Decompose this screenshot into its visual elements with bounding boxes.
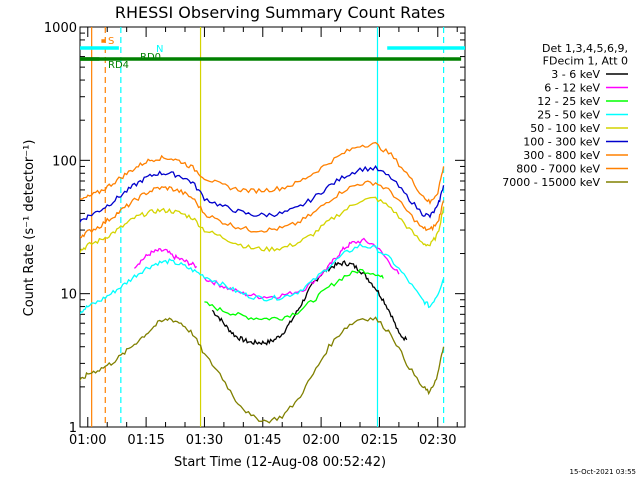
series-line [133, 247, 198, 269]
flag-label: RD0 [140, 52, 161, 63]
timestamp-label: 15-Oct-2021 03:55 [570, 468, 636, 476]
legend: Det 1,3,4,5,6,9,FDecim 1, Att 03 - 6 keV… [502, 42, 628, 189]
series-line [80, 316, 445, 424]
legend-entry-label: 300 - 800 keV [523, 149, 600, 162]
flag-label: RD4 [108, 60, 129, 71]
x-tick-label: 01:15 [127, 433, 164, 448]
plot-area: 1 10 100 1000 01:00 01:15 01:30 01:45 02:00 02:15… [44, 21, 466, 448]
x-tick-label: 02:15 [361, 433, 398, 448]
x-tick-label: 02:00 [302, 433, 339, 448]
legend-entry-label: 3 - 6 keV [551, 68, 600, 81]
series-line [80, 141, 445, 205]
x-tick-label: 02:30 [419, 433, 456, 448]
legend-entry-label: 800 - 7000 keV [516, 163, 600, 176]
y-tick-label: 100 [52, 154, 77, 169]
y-tick-label: 10 [60, 288, 77, 303]
series-line [80, 164, 445, 223]
legend-entry-label: 100 - 300 keV [523, 136, 600, 149]
legend-entry-label: 6 - 12 keV [544, 82, 600, 95]
legend-entry-label: 12 - 25 keV [537, 95, 600, 108]
legend-entry-label: 7000 - 15000 keV [502, 176, 600, 189]
series-line [80, 196, 445, 254]
y-tick-label: 1000 [44, 21, 77, 36]
series-line [204, 268, 384, 321]
flag-label: N [156, 44, 163, 55]
series-line [211, 260, 408, 346]
legend-header: FDecim 1, Att 0 [543, 55, 628, 68]
flag-label: S [108, 36, 114, 47]
y-axis-label: Count Rate (s⁻¹ detector⁻¹) [22, 140, 37, 317]
legend-header: Det 1,3,4,5,6,9, [542, 42, 628, 55]
x-tick-label: 01:00 [69, 433, 106, 448]
y-tick-label: 1 [69, 421, 77, 436]
legend-entry-label: 50 - 100 keV [530, 122, 600, 135]
series-line [80, 243, 445, 315]
x-tick-label: 01:30 [186, 433, 223, 448]
chart-title: RHESSI Observing Summary Count Rates [115, 3, 445, 22]
x-axis-label: Start Time (12-Aug-08 00:52:42) [174, 455, 386, 470]
plot-frame [79, 26, 466, 428]
x-tick-label: 01:45 [244, 433, 281, 448]
series-line [80, 180, 445, 239]
legend-entry-label: 25 - 50 keV [537, 109, 600, 122]
